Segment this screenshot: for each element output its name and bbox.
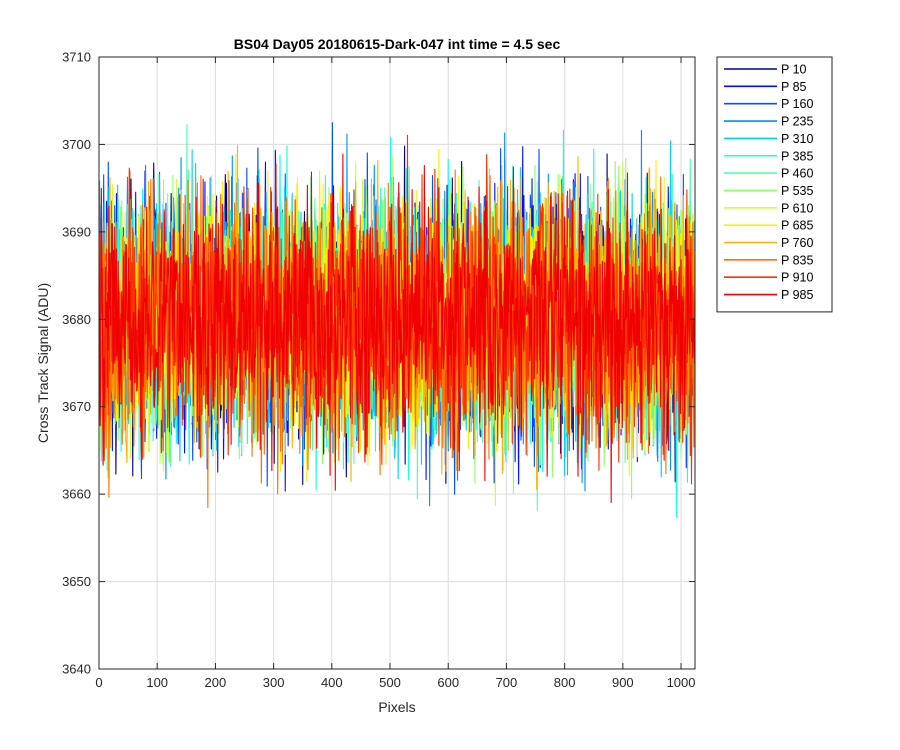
y-tick-label: 3670 [62,399,91,414]
x-tick-label: 0 [95,675,102,690]
legend-entry: P 760 [781,236,813,250]
axes-frame [98,56,696,670]
axes-box [98,56,696,670]
chart-title: BS04 Day05 20180615-Dark-047 int time = … [234,36,561,52]
y-tick-label: 3680 [62,312,91,327]
x-tick-label: 700 [496,675,518,690]
x-tick-label: 200 [205,675,227,690]
legend-entry: P 385 [781,149,813,163]
legend-entry: P 10 [781,63,807,77]
x-tick-label: 900 [612,675,634,690]
y-tick-label: 3690 [62,224,91,239]
legend-entry: P 910 [781,271,813,285]
x-tick-label: 800 [554,675,576,690]
y-tick-label: 3660 [62,487,91,502]
legend-box [716,56,833,313]
series-lines [99,122,695,518]
y-tick-labels: 3640 3650 3660 3670 3680 3690 3700 3710 [62,50,695,677]
legend-entry: P 85 [781,80,807,94]
legend: P 10 P 85 P 160 P 235 P 310 P 385 P 460 P 535 P … [716,56,833,313]
legend-entry: P 460 [781,167,813,181]
legend-entry: P 610 [781,201,813,215]
legend-entry: P 685 [781,219,813,233]
x-tick-labels: 0 100 200 300 400 500 600 700 800 900 1000 [95,57,695,690]
x-tick-label: 1000 [667,675,696,690]
legend-entry: P 535 [781,184,813,198]
y-axis-label: Cross Track Signal (ADU) [35,283,51,443]
x-tick-label: 100 [146,675,168,690]
series-line-p985 [99,153,695,503]
x-tick-label: 400 [321,675,343,690]
legend-entry: P 235 [781,115,813,129]
x-axis-label: Pixels [378,699,415,715]
legend-entry: P 310 [781,132,813,146]
legend-entry: P 835 [781,253,813,267]
y-tick-label: 3640 [62,662,91,677]
y-tick-label: 3710 [62,50,91,65]
y-tick-label: 3700 [62,137,91,152]
legend-entry: P 985 [781,288,813,302]
x-tick-label: 500 [379,675,401,690]
x-tick-label: 300 [263,675,285,690]
x-tick-label: 600 [437,675,459,690]
y-tick-label: 3650 [62,574,91,589]
legend-entry: P 160 [781,97,813,111]
